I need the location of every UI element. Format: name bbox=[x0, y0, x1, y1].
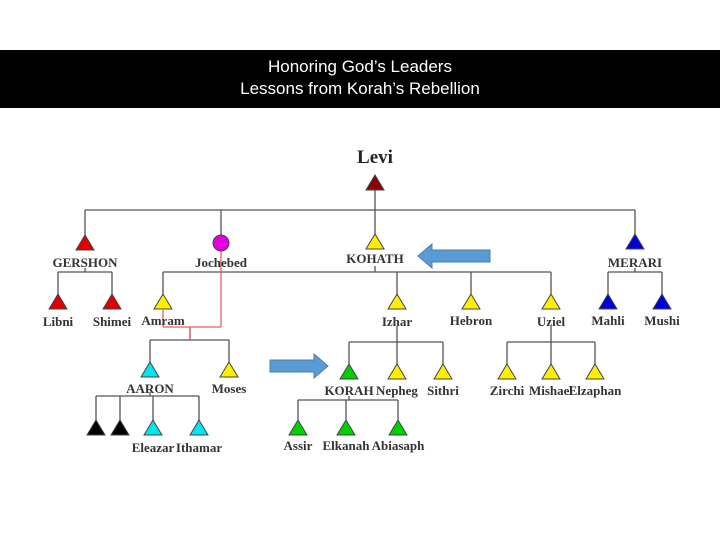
izhar-triangle-icon bbox=[387, 293, 407, 310]
moses-triangle-icon bbox=[219, 361, 239, 378]
mushi-label: Mushi bbox=[644, 313, 680, 328]
hebron-triangle-icon bbox=[461, 293, 481, 310]
slide-subtitle: Lessons from Korah’s Rebellion bbox=[240, 79, 480, 98]
abiasaph-triangle-icon bbox=[388, 419, 408, 436]
gershon-triangle-icon bbox=[75, 234, 95, 251]
arrow-right-icon bbox=[269, 352, 329, 380]
mishael-triangle-icon bbox=[541, 363, 561, 380]
elzaphan-label: Elzaphan bbox=[569, 383, 623, 398]
ithamar-triangle-icon bbox=[189, 419, 209, 436]
korah-triangle-icon bbox=[339, 363, 359, 380]
amram-triangle-icon bbox=[153, 293, 173, 310]
hebron-label: Hebron bbox=[450, 313, 493, 328]
sithri-label: Sithri bbox=[427, 383, 459, 398]
jochebed-circle-icon bbox=[212, 234, 230, 252]
zirchi-label: Zirchi bbox=[490, 383, 525, 398]
shimei-triangle-icon bbox=[102, 293, 122, 310]
levi-label: Levi bbox=[357, 147, 393, 168]
zirchi-triangle-icon bbox=[497, 363, 517, 380]
ithamar-label: Ithamar bbox=[176, 440, 222, 455]
kohath-label: KOHATH bbox=[346, 251, 404, 266]
title-bar: Honoring God’s Leaders Lessons from Kora… bbox=[0, 50, 720, 108]
korah-label: KORAH bbox=[324, 383, 373, 398]
libni-triangle-icon bbox=[48, 293, 68, 310]
elkanah-label: Elkanah bbox=[323, 438, 371, 453]
levi-triangle-icon bbox=[365, 174, 385, 191]
slide-title: Honoring God’s Leaders bbox=[268, 57, 452, 76]
elzaphan-triangle-icon bbox=[585, 363, 605, 380]
aaron-triangle-icon bbox=[140, 361, 160, 378]
abihu-triangle-icon bbox=[110, 419, 130, 436]
gershon-label: GERSHON bbox=[52, 255, 118, 270]
nepheg-label: Nepheg bbox=[376, 383, 418, 398]
uziel-label: Uziel bbox=[537, 314, 566, 329]
eleazar-label: Eleazar bbox=[132, 440, 175, 455]
shimei-label: Shimei bbox=[93, 314, 132, 329]
izhar-label: Izhar bbox=[382, 314, 413, 329]
mahli-triangle-icon bbox=[598, 293, 618, 310]
merari-triangle-icon bbox=[625, 233, 645, 250]
aaron-label: AARON bbox=[126, 381, 174, 396]
assir-triangle-icon bbox=[288, 419, 308, 436]
moses-label: Moses bbox=[212, 381, 247, 396]
elkanah-triangle-icon bbox=[336, 419, 356, 436]
jochebed-label: Jochebed bbox=[195, 255, 248, 270]
nadab-triangle-icon bbox=[86, 419, 106, 436]
sithri-triangle-icon bbox=[433, 363, 453, 380]
merari-label: MERARI bbox=[608, 255, 662, 270]
kohath-triangle-icon bbox=[365, 233, 385, 250]
eleazar-triangle-icon bbox=[143, 419, 163, 436]
mishael-label: Mishael bbox=[529, 383, 573, 398]
assir-label: Assir bbox=[284, 438, 313, 453]
abiasaph-label: Abiasaph bbox=[372, 438, 426, 453]
libni-label: Libni bbox=[43, 314, 74, 329]
mushi-triangle-icon bbox=[652, 293, 672, 310]
nepheg-triangle-icon bbox=[387, 363, 407, 380]
arrow-left-icon bbox=[417, 242, 491, 270]
amram-label: Amram bbox=[141, 313, 184, 328]
uziel-triangle-icon bbox=[541, 293, 561, 310]
mahli-label: Mahli bbox=[591, 313, 625, 328]
